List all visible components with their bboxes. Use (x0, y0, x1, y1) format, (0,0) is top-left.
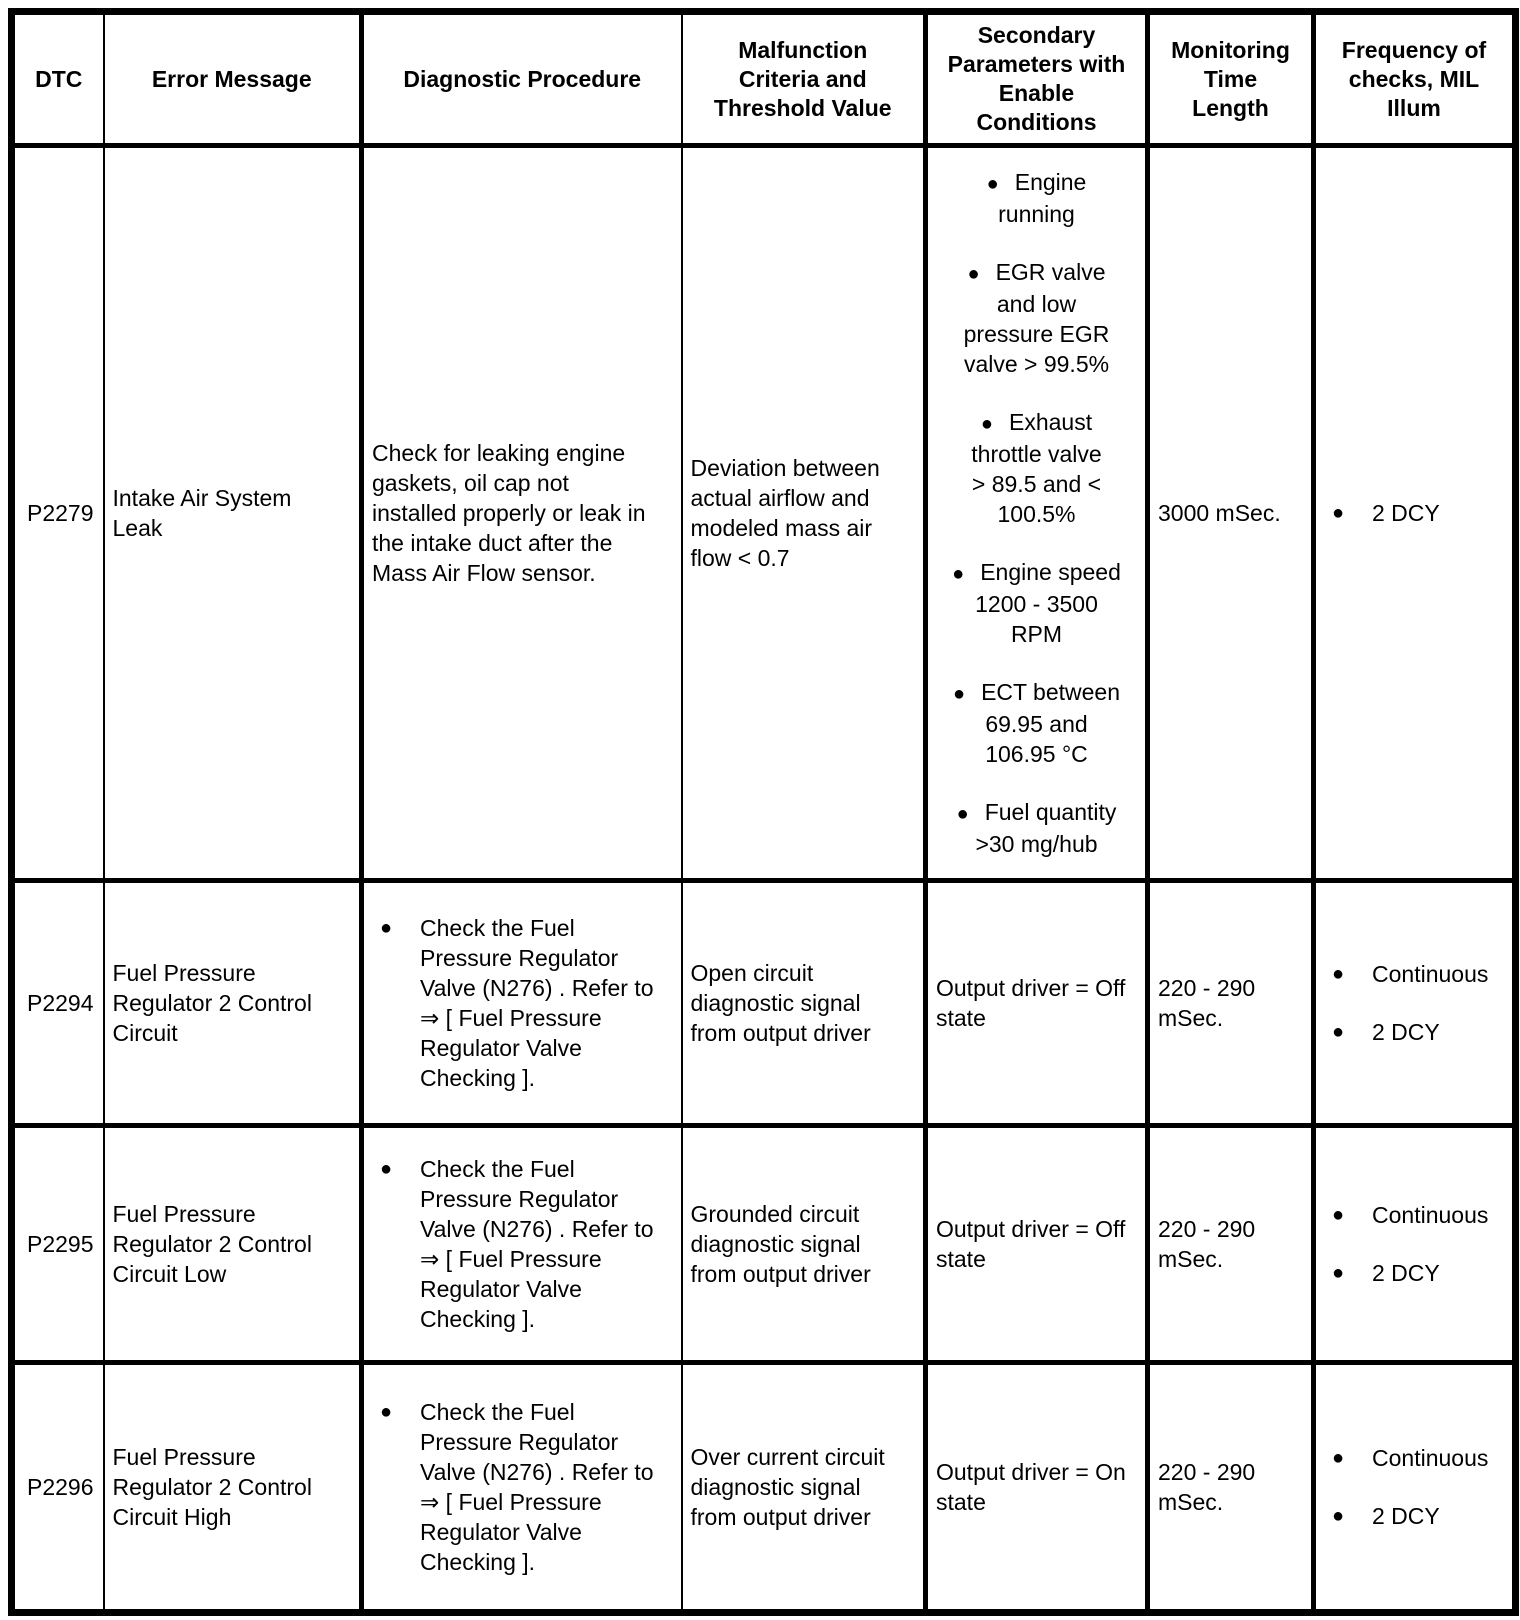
header-row: DTC Error Message Diagnostic Procedure M… (11, 11, 1516, 148)
table-row: P2279 Intake Air System Leak Check for l… (11, 145, 1516, 883)
error-message-text: Fuel Pressure Regulator 2 Control Circui… (112, 1444, 312, 1530)
bullet-icon: ● (1332, 1447, 1345, 1469)
error-message-cell: Fuel Pressure Regulator 2 Control Circui… (103, 1125, 364, 1365)
list-item: ● Engine speed 1200 - 3500 RPM (952, 559, 1121, 647)
diagnostic-procedure-cell: ● Check the Fuel Pressure Regulator Valve… (361, 1362, 683, 1613)
error-message-text: Fuel Pressure Regulator 2 Control Circui… (112, 1201, 312, 1287)
bullet-icon: ● (967, 263, 980, 285)
frequency-cell: ● Continuous ● 2 DCY (1313, 880, 1516, 1128)
bullet-icon: ● (952, 563, 965, 585)
malfunction-criteria-cell: Over current circuit diagnostic signal f… (681, 1362, 928, 1613)
dtc-code: P2295 (27, 1231, 94, 1257)
error-message-text: Intake Air System Leak (112, 485, 292, 541)
malfunction-criteria-cell: Deviation between actual airflow and mod… (681, 145, 928, 883)
table-row: P2296 Fuel Pressure Regulator 2 Control … (11, 1362, 1516, 1613)
monitoring-time-cell: 220 - 290 mSec. (1147, 1125, 1316, 1365)
dtc-code: P2294 (27, 990, 94, 1016)
diagnostic-procedure-cell: Check for leaking engine gaskets, oil ca… (361, 145, 683, 883)
frequency-cell: ● Continuous ● 2 DCY (1314, 1363, 1516, 1613)
list-item: ● ECT between 69.95 and 106.95 °C (952, 679, 1121, 767)
bullet-icon: ● (986, 173, 999, 195)
list-item: ● Check the Fuel Pressure Regulator Valve… (372, 1397, 673, 1577)
dtc-cell: P2279 (11, 145, 105, 883)
secondary-parameters-text: Output driver = Off state (936, 975, 1126, 1031)
secondary-parameters-cell: Output driver = Off state (925, 1125, 1150, 1365)
dtc-cell: P2294 (11, 880, 105, 1128)
list-item: ● Exhaust throttle valve > 89.5 and < 100… (971, 409, 1102, 527)
monitoring-time-text: 220 - 290 mSec. (1158, 1459, 1256, 1515)
dtc-table: DTC Error Message Diagnostic Procedure M… (8, 8, 1519, 1616)
bullet-icon: ● (1332, 1505, 1345, 1527)
secondary-parameters-cell: Output driver = Off state (925, 880, 1150, 1128)
bullet-icon: ● (956, 803, 969, 825)
error-message-cell: Fuel Pressure Regulator 2 Control Circui… (103, 880, 364, 1128)
dtc-cell: P2296 (11, 1362, 105, 1613)
list-item: ● Continuous (1324, 1443, 1504, 1473)
bullet-icon: ● (1332, 1204, 1345, 1226)
header-secondary-parameters: Secondary Parameters with Enable Conditi… (925, 11, 1150, 148)
monitoring-time-text: 220 - 290 mSec. (1158, 1216, 1256, 1272)
list-item: ● Engine running (986, 169, 1087, 227)
list-item: ● Continuous (1324, 1200, 1504, 1230)
bullet-icon: ● (380, 1158, 393, 1180)
error-message-cell: Fuel Pressure Regulator 2 Control Circui… (103, 1362, 364, 1613)
bullet-icon: ● (1332, 1021, 1345, 1043)
bullet-icon: ● (952, 683, 966, 705)
list-item: ● EGR valve and low pressure EGR valve > … (963, 259, 1110, 377)
list-item: ● Continuous (1324, 959, 1504, 989)
dtc-cell: P2295 (11, 1125, 105, 1365)
frequency-cell: ● Continuous ● 2 DCY (1313, 1125, 1516, 1365)
header-malfunction-criteria: Malfunction Criteria and Threshold Value (681, 11, 928, 148)
header-diagnostic-procedure: Diagnostic Procedure (361, 11, 683, 148)
bullet-icon: ● (1332, 502, 1345, 524)
bullet-icon: ● (1332, 1262, 1345, 1284)
diagnostic-procedure-cell: ● Check the Fuel Pressure Regulator Valve… (361, 1125, 683, 1365)
dtc-code: P2296 (27, 1474, 94, 1500)
header-monitoring-time: Monitoring Time Length (1147, 11, 1316, 148)
list-item: ● 2 DCY (1324, 1017, 1504, 1047)
malfunction-criteria-text: Open circuit diagnostic signal from outp… (690, 960, 871, 1046)
malfunction-criteria-text: Over current circuit diagnostic signal f… (690, 1444, 885, 1530)
bullet-icon: ● (380, 917, 393, 939)
malfunction-criteria-cell: Grounded circuit diagnostic signal from … (681, 1125, 928, 1365)
secondary-parameters-cell: ● Engine running ● EGR valve and low press… (925, 145, 1150, 883)
dtc-code: P2279 (27, 500, 94, 526)
header-error-message: Error Message (103, 11, 364, 148)
list-item: ● 2 DCY (1324, 1258, 1504, 1288)
monitoring-time-cell: 3000 mSec. (1147, 145, 1316, 883)
bullet-icon: ● (980, 413, 993, 435)
list-item: ● Check the Fuel Pressure Regulator Valve… (372, 913, 673, 1093)
diagnostic-procedure-cell: ● Check the Fuel Pressure Regulator Valve… (361, 880, 683, 1128)
monitoring-time-cell: 220 - 290 mSec. (1147, 880, 1316, 1128)
monitoring-time-cell: 220 - 290 mSec. (1147, 1362, 1316, 1613)
error-message-text: Fuel Pressure Regulator 2 Control Circui… (112, 960, 312, 1046)
list-item: ● 2 DCY (1324, 498, 1504, 528)
list-item: ● 2 DCY (1324, 1501, 1504, 1531)
list-item: ● Check the Fuel Pressure Regulator Valve… (372, 1154, 673, 1334)
malfunction-criteria-text: Grounded circuit diagnostic signal from … (690, 1201, 871, 1287)
monitoring-time-text: 3000 mSec. (1158, 500, 1281, 526)
frequency-cell: ● 2 DCY (1313, 145, 1516, 883)
monitoring-time-text: 220 - 290 mSec. (1158, 975, 1256, 1031)
error-message-cell: Intake Air System Leak (103, 145, 364, 883)
diagnostic-procedure-text: Check for leaking engine gaskets, oil ca… (372, 440, 646, 586)
header-frequency: Frequency of checks, MIL Illum (1313, 11, 1516, 148)
table-row: P2295 Fuel Pressure Regulator 2 Control … (11, 1125, 1516, 1365)
header-dtc: DTC (11, 11, 105, 148)
malfunction-criteria-text: Deviation between actual airflow and mod… (690, 455, 880, 571)
list-item: ● Fuel quantity >30 mg/hub (956, 799, 1117, 857)
secondary-parameters-text: Output driver = On state (936, 1459, 1126, 1515)
malfunction-criteria-cell: Open circuit diagnostic signal from outp… (681, 880, 928, 1128)
secondary-parameters-text: Output driver = Off state (936, 1216, 1126, 1272)
secondary-parameters-cell: Output driver = On state (925, 1362, 1150, 1613)
table-row: P2294 Fuel Pressure Regulator 2 Control … (11, 880, 1516, 1128)
bullet-icon: ● (380, 1401, 393, 1423)
bullet-icon: ● (1332, 963, 1345, 985)
